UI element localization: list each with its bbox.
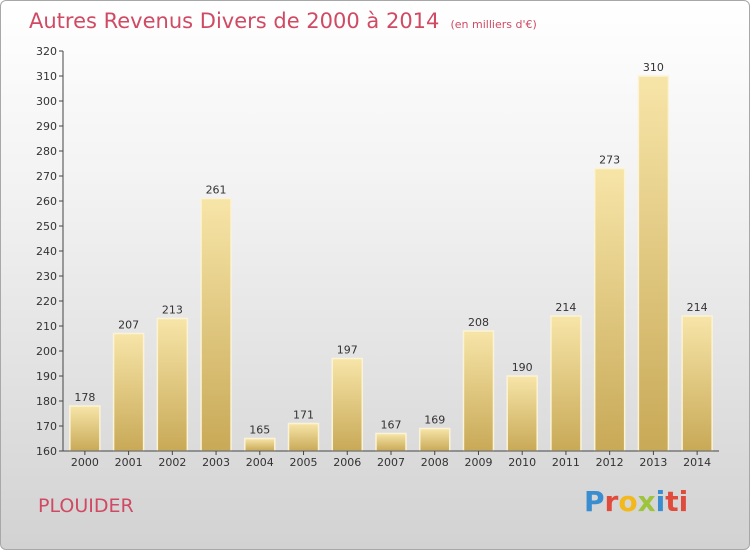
logo-letter: i (655, 485, 666, 518)
x-tick-label: 2008 (421, 456, 449, 469)
y-tick-label: 220 (36, 295, 57, 308)
data-label: 208 (468, 316, 489, 329)
chart-title: Autres Revenus Divers de 2000 à 2014 (en… (29, 9, 537, 33)
proxiti-logo: Proxiti (584, 485, 688, 518)
title-text: Autres Revenus Divers de 2000 à 2014 (29, 9, 440, 33)
y-tick-label: 210 (36, 320, 57, 333)
x-tick-label: 2003 (202, 456, 230, 469)
logo-letter: ti (665, 485, 689, 518)
y-tick-label: 310 (36, 70, 57, 83)
bar (287, 422, 320, 452)
y-tick-label: 160 (36, 445, 57, 458)
x-tick-label: 2006 (333, 456, 361, 469)
y-tick-label: 230 (36, 270, 57, 283)
y-tick-label: 240 (36, 245, 57, 258)
bar (550, 315, 582, 452)
bar (375, 432, 407, 452)
logo-letter: x (637, 485, 656, 518)
bar (593, 167, 626, 452)
x-tick-label: 2013 (639, 456, 667, 469)
x-tick-label: 2002 (158, 456, 186, 469)
logo-letter: P (584, 485, 605, 518)
x-tick-label: 2004 (246, 456, 274, 469)
y-tick-label: 190 (36, 370, 57, 383)
data-label: 207 (118, 319, 139, 332)
y-tick-label: 320 (36, 45, 57, 58)
x-axis: 2000 2001 2002 2003 2004 2005 2006 2007 2008 2009… (63, 450, 719, 469)
logo-letter: r (604, 485, 619, 518)
data-label: 214 (687, 301, 708, 314)
data-label: 165 (249, 424, 270, 437)
y-tick-label: 180 (36, 395, 57, 408)
bar (681, 315, 713, 452)
y-tick-label: 200 (36, 345, 57, 358)
x-tick-label: 2007 (377, 456, 405, 469)
bar (506, 375, 538, 452)
y-tick-label: 170 (36, 420, 57, 433)
data-label: 310 (643, 61, 664, 74)
data-label: 213 (162, 304, 183, 317)
data-label: 167 (381, 419, 402, 432)
x-tick-label: 2012 (596, 456, 624, 469)
bars-group: 178 207 213 261 165 171 197 167 169 208 190 214 273 3… (69, 61, 713, 452)
logo-letter: o (618, 485, 638, 518)
data-label: 197 (337, 344, 358, 357)
title-unit: (en milliers d'€) (450, 18, 537, 31)
x-tick-label: 2001 (115, 456, 143, 469)
y-axis: 160 170 180 190 200 210 220 230 240 250 260 270 280 2… (36, 45, 64, 458)
y-tick-label: 260 (36, 195, 57, 208)
bar (418, 427, 451, 452)
data-label: 214 (555, 301, 576, 314)
x-tick-label: 2009 (464, 456, 492, 469)
x-tick-label: 2014 (683, 456, 711, 469)
y-tick-label: 250 (36, 220, 57, 233)
data-label: 178 (74, 391, 95, 404)
bar (200, 197, 232, 452)
bar (637, 75, 670, 452)
data-label: 171 (293, 409, 314, 422)
data-label: 169 (424, 414, 445, 427)
x-tick-label: 2005 (290, 456, 318, 469)
y-tick-label: 300 (36, 95, 57, 108)
bar (156, 317, 189, 452)
x-tick-label: 2011 (552, 456, 580, 469)
data-label: 261 (206, 184, 227, 197)
data-label: 273 (599, 154, 620, 167)
y-tick-label: 270 (36, 170, 57, 183)
bar (244, 437, 276, 452)
bar (69, 405, 101, 452)
bar (331, 357, 364, 452)
y-tick-label: 280 (36, 145, 57, 158)
bar (112, 332, 145, 452)
y-tick-label: 290 (36, 120, 57, 133)
commune-name: PLOUIDER (38, 495, 134, 517)
x-tick-label: 2010 (508, 456, 536, 469)
data-label: 190 (512, 361, 533, 374)
x-tick-label: 2000 (71, 456, 99, 469)
bar (462, 330, 495, 452)
